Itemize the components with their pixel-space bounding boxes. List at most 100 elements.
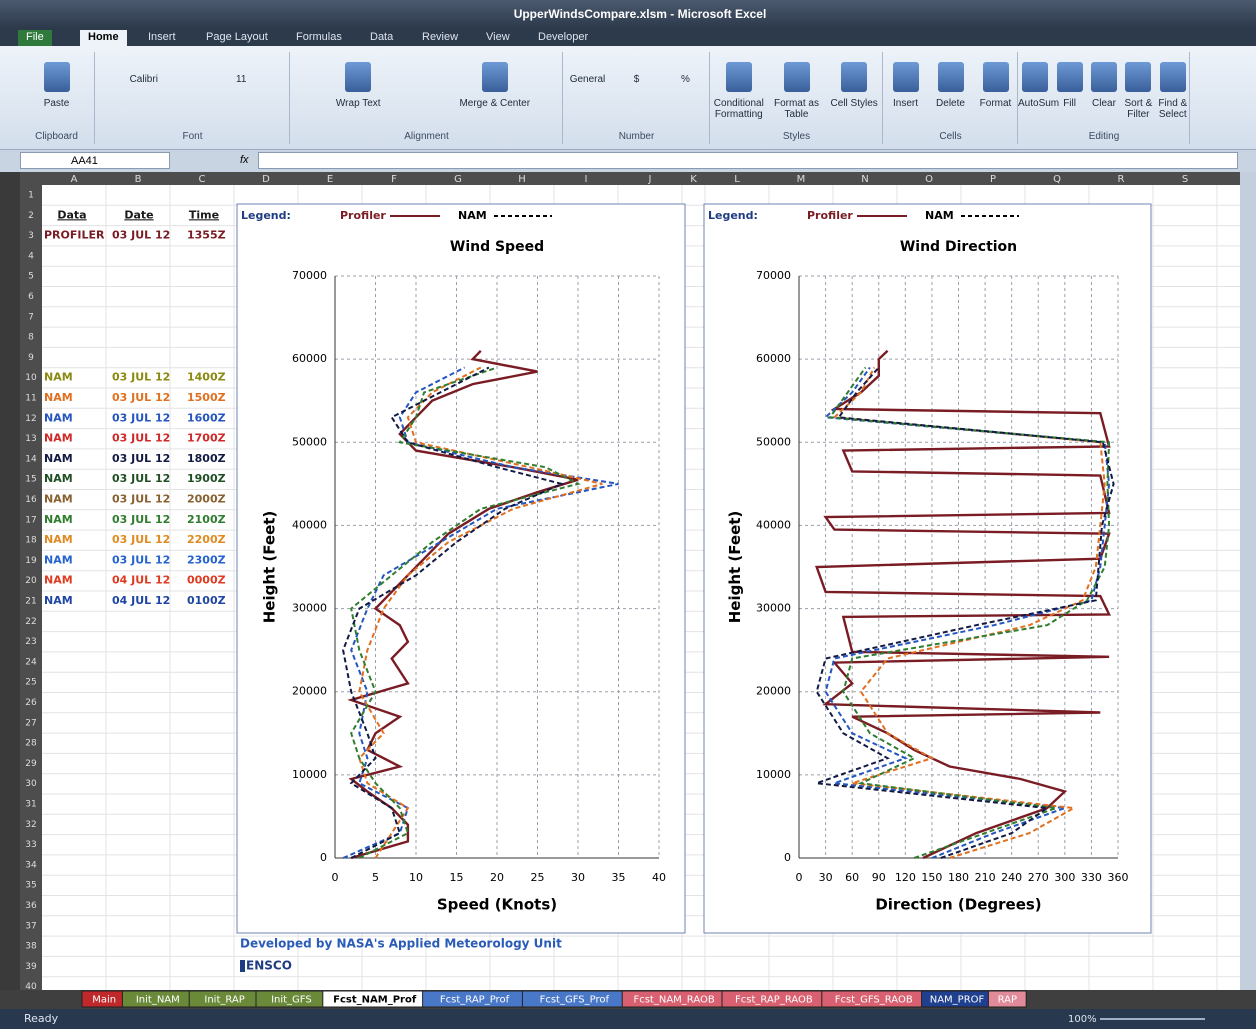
legend-label: Legend: — [241, 209, 291, 222]
table-cell: 03 JUL 12 — [112, 371, 170, 384]
group-separator — [562, 52, 563, 144]
y-tick-label: 10000 — [756, 768, 791, 781]
ribbon-button[interactable]: Conditional Formatting — [713, 98, 764, 120]
title-bar — [0, 0, 1256, 28]
table-cell: NAM — [44, 391, 73, 404]
ribbon-button[interactable]: Fill — [1063, 98, 1076, 109]
sheet-tab-label[interactable]: Fcst_NAM_Prof — [333, 995, 417, 1006]
group-separator — [709, 52, 710, 144]
sheet-tab-label[interactable]: Fcst_GFS_Prof — [540, 995, 610, 1006]
ribbon-button[interactable]: Calibri — [129, 74, 158, 85]
ribbon-tab[interactable]: Page Layout — [206, 31, 268, 43]
ribbon-button[interactable]: Format as Table — [773, 98, 819, 120]
table-cell: NAM — [44, 533, 73, 546]
column-header: P — [990, 174, 996, 185]
ribbon-button[interactable]: Find & Select — [1158, 98, 1188, 120]
sheet-tab-label[interactable]: Init_NAM — [136, 995, 180, 1006]
ribbon-tab[interactable]: Formulas — [296, 31, 342, 43]
row-header: 15 — [25, 475, 36, 485]
ribbon-tab[interactable]: Home — [80, 30, 127, 46]
ribbon-button[interactable]: Paste — [43, 98, 70, 109]
x-tick-label: 360 — [1108, 871, 1129, 884]
ribbon-button[interactable]: Insert — [892, 98, 918, 109]
table-cell: NAM — [44, 371, 73, 384]
table-cell: 03 JUL 12 — [112, 391, 170, 404]
table-cell: 03 JUL 12 — [112, 493, 170, 506]
button-icon — [1091, 62, 1117, 92]
x-tick-label: 180 — [948, 871, 969, 884]
ribbon-button[interactable]: $ — [633, 74, 640, 85]
ribbon-button[interactable]: Format — [979, 98, 1012, 109]
sheet-tab-label[interactable]: NAM_PROF — [930, 995, 985, 1006]
column-header: F — [391, 174, 397, 185]
y-tick-label: 10000 — [292, 768, 327, 781]
ribbon-button[interactable]: Cell Styles — [830, 98, 878, 109]
group-separator — [1189, 52, 1190, 144]
ribbon-tab[interactable]: Data — [370, 31, 394, 43]
y-tick-label: 50000 — [292, 435, 327, 448]
table-cell: 1800Z — [187, 452, 226, 465]
sheet-tab-label[interactable]: Init_GFS — [271, 995, 312, 1006]
ribbon-tab[interactable]: View — [486, 31, 510, 43]
sheet-tab-label[interactable]: Fcst_GFS_RAOB — [835, 995, 913, 1006]
ribbon-button[interactable]: Delete — [936, 98, 965, 109]
column-header-bar — [0, 172, 1240, 185]
ribbon-button[interactable]: 11 — [236, 74, 247, 85]
table-cell: 1500Z — [187, 391, 226, 404]
column-header: D — [262, 174, 270, 185]
button-icon — [345, 62, 372, 92]
ribbon-tab[interactable]: Review — [422, 31, 459, 43]
ribbon-button[interactable]: % — [681, 74, 690, 85]
row-header: 38 — [25, 942, 37, 952]
table-cell: 1700Z — [187, 432, 226, 445]
y-tick-label: 60000 — [292, 352, 327, 365]
button-icon — [1056, 62, 1083, 92]
ribbon-button[interactable]: General — [569, 74, 606, 85]
formula-input[interactable] — [258, 152, 1238, 169]
nam-line — [358, 366, 603, 859]
x-tick-label: 120 — [895, 871, 916, 884]
column-header: Q — [1053, 174, 1061, 185]
ribbon-button[interactable]: Sort & Filter — [1124, 98, 1153, 120]
table-cell: NAM — [44, 594, 73, 607]
sheet-tab-label[interactable]: Fcst_RAP_Prof — [440, 995, 510, 1006]
column-header: O — [925, 174, 933, 185]
sheet-tab-label[interactable]: Fcst_NAM_RAOB — [633, 995, 714, 1006]
button-icon — [982, 62, 1009, 92]
ribbon-tab[interactable]: Developer — [538, 31, 589, 43]
row-header: 30 — [25, 779, 37, 789]
sheet-tab[interactable] — [987, 990, 1027, 1008]
sheet-tab-label[interactable]: Main — [92, 995, 116, 1006]
status-text: Ready — [24, 1012, 59, 1025]
sheet-tab-label[interactable]: Init_RAP — [204, 995, 244, 1006]
ribbon-group-label: Number — [618, 131, 655, 142]
ribbon-button[interactable]: Merge & Center — [459, 98, 531, 109]
table-cell: 2000Z — [187, 493, 226, 506]
ribbon-button[interactable]: AutoSum — [1018, 98, 1060, 109]
legend-entry: Profiler — [807, 209, 853, 222]
ribbon-group-label: Font — [182, 131, 203, 142]
button-icon — [1022, 62, 1049, 92]
button-icon — [937, 62, 964, 92]
chart-area — [236, 203, 686, 934]
row-header: 11 — [25, 394, 36, 404]
button-icon — [1159, 62, 1186, 92]
table-cell: 0000Z — [187, 574, 226, 587]
y-tick-label: 70000 — [292, 269, 327, 282]
chart-title: Wind Direction — [900, 239, 1017, 255]
ribbon-group-label: Alignment — [404, 131, 449, 142]
sheet-tab-label[interactable]: Fcst_RAP_RAOB — [735, 995, 813, 1006]
row-header: 28 — [25, 739, 37, 749]
ribbon-button[interactable]: Clear — [1092, 98, 1116, 109]
button-icon — [725, 62, 752, 92]
ribbon-tab[interactable]: File — [18, 30, 52, 46]
ribbon-button[interactable]: Wrap Text — [335, 98, 381, 109]
row-header: 7 — [28, 312, 34, 322]
chart-title: Wind Speed — [450, 239, 544, 255]
sheet-tab-label[interactable]: RAP — [998, 995, 1017, 1006]
ribbon-tab[interactable]: Insert — [148, 31, 176, 43]
row-header: 8 — [28, 333, 34, 343]
table-cell: NAM — [44, 493, 73, 506]
name-box[interactable]: AA41 — [20, 152, 170, 169]
table-cell: 1600Z — [187, 411, 226, 424]
